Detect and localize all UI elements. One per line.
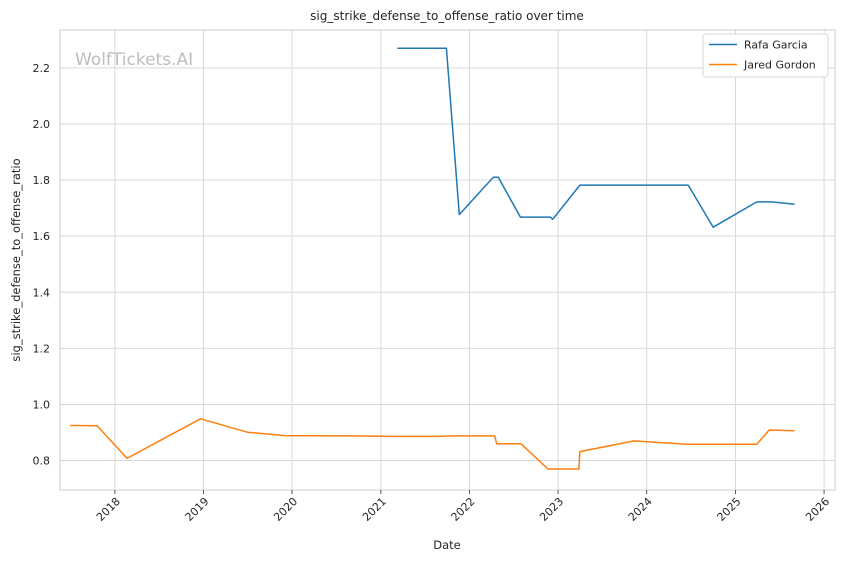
y-tick-label: 1.0 <box>33 398 51 411</box>
legend-label-jared-gordon: Jared Gordon <box>743 59 816 72</box>
series-line-jared-gordon <box>70 418 795 470</box>
y-tick-label: 2.0 <box>33 118 51 131</box>
x-axis-label: Date <box>433 538 461 552</box>
x-tick-label: 2026 <box>803 495 832 524</box>
y-tick-label: 1.2 <box>33 342 51 355</box>
series-line-rafa-garcia <box>397 47 795 228</box>
series-lines <box>70 47 795 470</box>
legend-label-rafa-garcia: Rafa Garcia <box>744 39 808 52</box>
x-tick-label: 2021 <box>360 495 389 524</box>
y-tick-label: 0.8 <box>33 455 51 468</box>
y-tick-label: 2.2 <box>33 62 51 75</box>
y-axis-label: sig_strike_defense_to_offense_ratio <box>9 158 23 361</box>
x-tick-label: 2019 <box>183 495 212 524</box>
watermark-text: WolfTickets.AI <box>75 50 193 70</box>
x-tick-label: 2023 <box>537 495 566 524</box>
chart-title: sig_strike_defense_to_offense_ratio over… <box>310 9 584 23</box>
y-tick-label: 1.6 <box>33 230 51 243</box>
plot-frame <box>59 29 836 491</box>
x-tick-label: 2022 <box>449 495 478 524</box>
x-tick-label: 2018 <box>94 495 123 524</box>
x-tick-label: 2025 <box>715 495 744 524</box>
x-tick-label: 2024 <box>626 495 655 524</box>
x-axis-ticks: 2018 2019 2020 2021 2022 2023 2024 2025 2026 <box>94 490 832 524</box>
plot-background <box>60 30 835 490</box>
x-tick-label: 2020 <box>271 495 300 524</box>
legend: Rafa Garcia Jared Gordon <box>702 33 829 78</box>
y-axis-ticks: 0.8 1.0 1.2 1.4 1.6 1.8 2.0 2.2 <box>33 62 51 468</box>
y-tick-label: 1.4 <box>33 286 51 299</box>
y-tick-label: 1.8 <box>33 174 51 187</box>
